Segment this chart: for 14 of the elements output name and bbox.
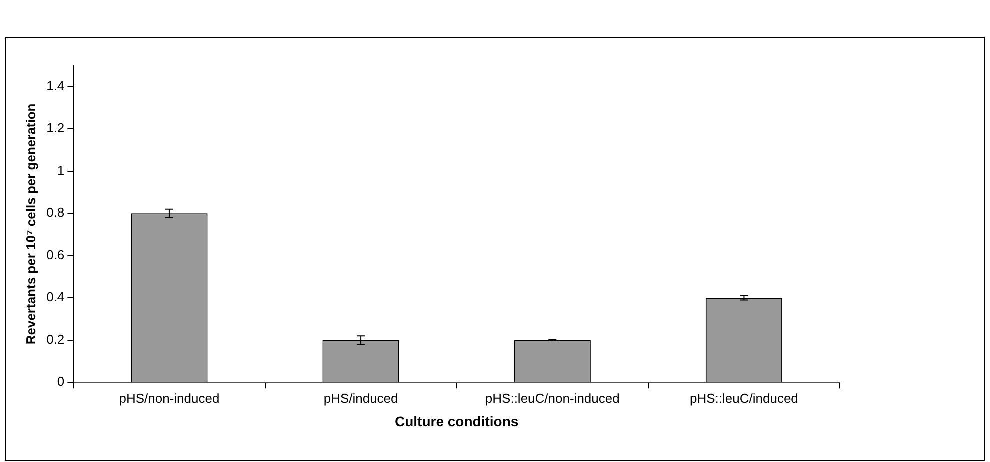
x-axis-title: Culture conditions bbox=[395, 413, 519, 430]
y-axis-title: Revertants per 10⁷ cells per generation bbox=[23, 104, 38, 345]
y-tick-label: 1.4 bbox=[46, 78, 65, 94]
y-tick-label: 1 bbox=[57, 162, 65, 178]
y-tick-label: 0.2 bbox=[46, 332, 65, 347]
y-tick-label: 0 bbox=[57, 374, 65, 390]
x-tick-label: pHS/non-induced bbox=[119, 390, 220, 406]
x-tick-label: pHS/induced bbox=[324, 390, 398, 406]
x-tick-label: pHS::leuC/non-induced bbox=[485, 390, 620, 406]
y-tick-label: 0.4 bbox=[46, 290, 65, 305]
y-tick-label: 0.8 bbox=[46, 205, 65, 220]
y-tick-label: 1.2 bbox=[46, 120, 65, 136]
y-tick-label: 0.6 bbox=[46, 247, 65, 262]
x-tick-label: pHS::leuC/induced bbox=[690, 390, 798, 406]
